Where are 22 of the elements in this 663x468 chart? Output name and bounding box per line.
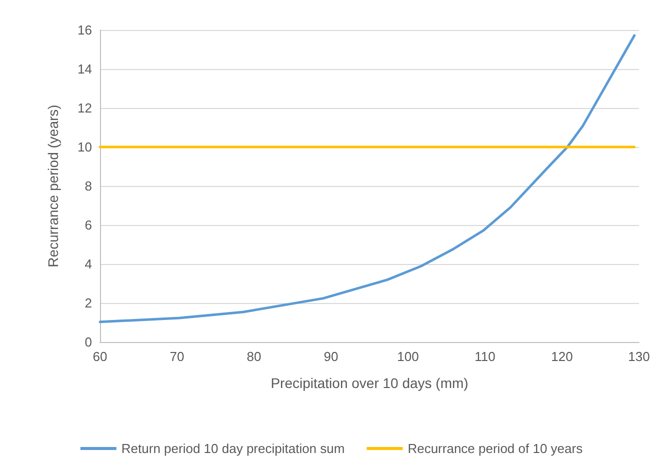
y-axis-title: Recurrance period (years) bbox=[45, 104, 61, 268]
x-tick-label: 70 bbox=[170, 349, 184, 364]
x-tick-label: 80 bbox=[246, 349, 262, 364]
x-tick-label: 90 bbox=[324, 349, 338, 364]
x-tick-label: 110 bbox=[474, 349, 496, 364]
x-tick-label: 120 bbox=[551, 349, 573, 364]
y-tick-label: 12 bbox=[78, 100, 92, 116]
y-tick-label: 8 bbox=[84, 178, 92, 194]
y-tick-label: 16 bbox=[78, 22, 92, 38]
x-axis-title: Precipitation over 10 days (mm) bbox=[270, 375, 468, 391]
line-series bbox=[98, 34, 636, 324]
x-tick-label: 130 bbox=[628, 349, 650, 364]
y-tick-label: 0 bbox=[84, 334, 92, 350]
y-tick-label: 2 bbox=[84, 296, 92, 310]
y-tick-label: 4 bbox=[84, 256, 92, 272]
legend-label: Recurrance period of 10 years bbox=[408, 441, 584, 456]
x-tick-label: 100 bbox=[397, 349, 419, 364]
legend-label: Return period 10 day precipitation sum bbox=[121, 441, 345, 456]
y-tick-label: 14 bbox=[78, 62, 92, 76]
y-tick-label: 10 bbox=[78, 140, 92, 154]
y-tick-label: 6 bbox=[84, 218, 92, 232]
x-tick-label: 60 bbox=[92, 349, 108, 364]
